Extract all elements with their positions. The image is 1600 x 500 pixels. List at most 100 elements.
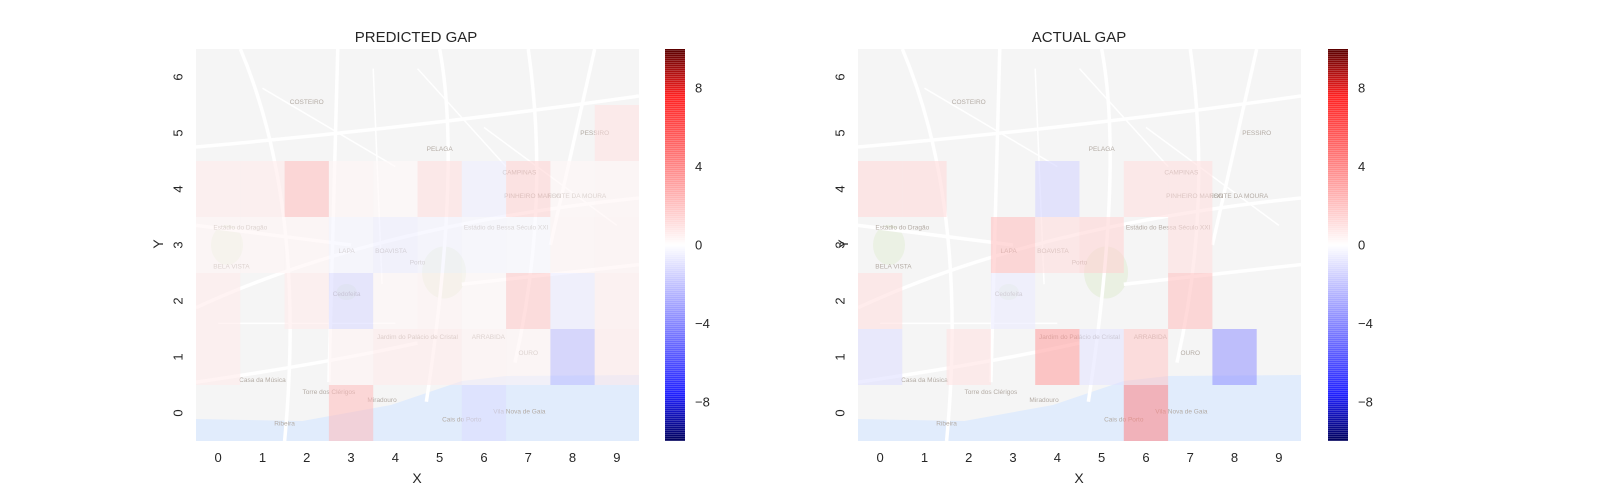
heatmap-cell <box>196 329 241 385</box>
heatmap-cell <box>461 161 507 217</box>
colorbar-tick-label: 0 <box>695 238 702 253</box>
x-axis-label: X <box>1074 470 1084 486</box>
map-label: Casa da Música <box>901 377 948 384</box>
x-tick-label: 9 <box>613 450 620 465</box>
map-road <box>924 87 1058 168</box>
heatmap-cell <box>594 217 639 273</box>
heatmap-cell <box>506 273 551 329</box>
y-tick-label: 4 <box>832 185 847 192</box>
panel-predicted: PREDICTED GAP COSTEIROPESSIROPELAGACAMPI… <box>150 29 710 486</box>
heatmap-cell <box>373 161 418 217</box>
map-label: Estádio do Dragão <box>875 224 929 231</box>
heatmap-cell <box>1168 161 1213 217</box>
heatmap-cell <box>373 217 418 273</box>
colorbar-tick-label: 0 <box>1358 238 1365 253</box>
map-road <box>196 94 639 149</box>
x-tick-label: 2 <box>965 450 972 465</box>
heatmap-cell <box>417 329 462 385</box>
x-tick-label: 4 <box>1054 450 1061 465</box>
x-tick-label: 9 <box>1275 450 1282 465</box>
heatmap-cell <box>902 161 947 217</box>
heatmap-cell <box>1123 385 1169 441</box>
x-tick-label: 3 <box>1009 450 1016 465</box>
y-tick-label: 0 <box>170 409 185 416</box>
map-label: FONTE DA MOURA <box>1210 193 1269 200</box>
y-tick-label: 6 <box>832 73 847 80</box>
colorbar-tick-label: −4 <box>695 316 710 331</box>
x-tick-label: 8 <box>1231 450 1238 465</box>
heatmap-cell <box>594 105 639 161</box>
x-axis: 0 1 2 3 4 5 6 7 8 9 <box>215 450 621 465</box>
heatmap-cell <box>550 161 595 217</box>
y-tick-label: 1 <box>170 353 185 360</box>
map-label: Miradouro <box>367 397 397 404</box>
map-road <box>1210 49 1259 246</box>
map-label: COSTEIRO <box>290 99 324 106</box>
heatmap-cell <box>858 273 903 329</box>
heatmap-cell <box>284 217 329 273</box>
x-tick-label: 7 <box>1187 450 1194 465</box>
map-label: PELAGA <box>427 146 454 153</box>
x-tick-label: 1 <box>259 450 266 465</box>
x-tick-label: 5 <box>436 450 443 465</box>
colorbar-tick-label: −8 <box>1358 394 1373 409</box>
heatmap-cell <box>550 217 595 273</box>
heatmap-cell <box>858 161 903 217</box>
heatmap-cell <box>1168 273 1213 329</box>
map-road <box>1078 68 1169 168</box>
heatmap-cell <box>328 273 374 329</box>
map-label: Casa da Música <box>239 377 286 384</box>
x-tick-label: 7 <box>525 450 532 465</box>
heatmap-cell <box>240 217 285 273</box>
heatmap-cell <box>328 217 374 273</box>
y-tick-label: 2 <box>170 297 185 304</box>
y-tick-label: 4 <box>170 185 185 192</box>
heatmap-cells <box>858 161 1257 441</box>
map-label: OURO <box>1181 350 1201 357</box>
heatmap-cell <box>328 385 374 441</box>
map-label: PESSIRO <box>1242 130 1271 137</box>
heatmap-cell <box>506 161 551 217</box>
y-tick-label: 3 <box>170 241 185 248</box>
heatmap-cell <box>990 217 1036 273</box>
x-tick-label: 3 <box>347 450 354 465</box>
map-label: PELAGA <box>1089 146 1116 153</box>
heatmap-cell <box>946 329 991 385</box>
colorbar-tick-label: 4 <box>695 159 702 174</box>
y-tick-label: 2 <box>832 297 847 304</box>
heatmap-cell <box>1035 161 1080 217</box>
x-tick-label: 0 <box>877 450 884 465</box>
x-tick-label: 6 <box>1142 450 1149 465</box>
map-road <box>262 87 396 168</box>
map-road <box>858 94 1301 149</box>
heatmap-cell <box>1212 329 1257 385</box>
map-road <box>858 223 1014 247</box>
colorbar-tick-label: 8 <box>695 81 702 96</box>
heatmap-cell <box>196 161 241 217</box>
x-axis: 0 1 2 3 4 5 6 7 8 9 <box>877 450 1283 465</box>
map-road <box>416 68 507 168</box>
heatmap-cell <box>594 161 639 217</box>
map-label: Miradouro <box>1029 397 1059 404</box>
heatmap-cell <box>1123 161 1169 217</box>
heatmap-cell <box>858 329 903 385</box>
heatmap-cell <box>1079 329 1124 385</box>
map-label: Vila Nova de Gaia <box>1155 409 1208 416</box>
heatmap-cell <box>1079 217 1124 273</box>
colorbar-tick-label: 8 <box>1358 81 1365 96</box>
heatmap-cell <box>506 217 551 273</box>
y-tick-label: 5 <box>170 129 185 136</box>
heatmap-cell <box>1035 329 1080 385</box>
heatmap-cell <box>1035 217 1080 273</box>
x-tick-label: 4 <box>392 450 399 465</box>
x-tick-label: 0 <box>215 450 222 465</box>
map-park <box>873 225 906 265</box>
heatmap-cell <box>328 329 374 385</box>
y-axis: 0 1 2 3 4 5 6 <box>832 73 847 416</box>
map-label: BELA VISTA <box>875 264 912 271</box>
y-axis-label: Y <box>835 239 851 249</box>
y-tick-label: 3 <box>832 241 847 248</box>
heatmap-cell <box>594 273 639 329</box>
heatmap-cell <box>506 329 551 385</box>
